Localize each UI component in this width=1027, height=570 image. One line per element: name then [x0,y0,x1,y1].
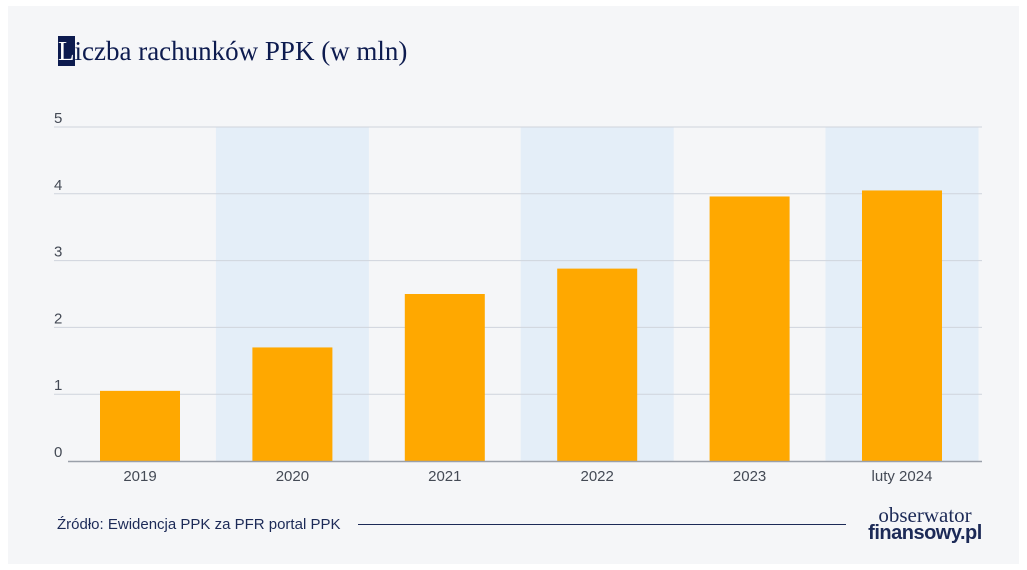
source-divider [358,524,846,525]
logo-line-1: obserwator [878,503,972,527]
y-tick-label: 4 [54,177,62,194]
chart-title: Liczba rachunków PPK (w mln) [58,34,407,68]
bar [862,190,942,461]
x-tick-label: 2019 [123,468,156,485]
x-tick-label: 2020 [276,468,309,485]
x-tick-label: luty 2024 [872,468,933,485]
x-tick-label: 2021 [428,468,461,485]
source-note: Źródło: Ewidencja PPK za PFR portal PPK [57,516,341,533]
bar [557,268,638,461]
y-tick-label: 2 [54,310,62,327]
bar [252,347,333,461]
logo-line-2: finansowy.pl [868,522,982,544]
y-tick-label: 1 [54,377,62,394]
bar [404,294,485,461]
y-tick-label: 3 [54,244,62,261]
bar [709,196,790,462]
title-text: iczba rachunków PPK (w mln) [74,36,408,66]
brand-logo: obserwator finansowy.pl [860,503,990,544]
y-tick-label: 0 [54,444,62,461]
y-tick-label: 5 [54,110,62,127]
title-initial: L [58,36,75,66]
bar [100,390,180,461]
x-tick-label: 2022 [581,468,614,485]
x-tick-label: 2023 [733,468,766,485]
